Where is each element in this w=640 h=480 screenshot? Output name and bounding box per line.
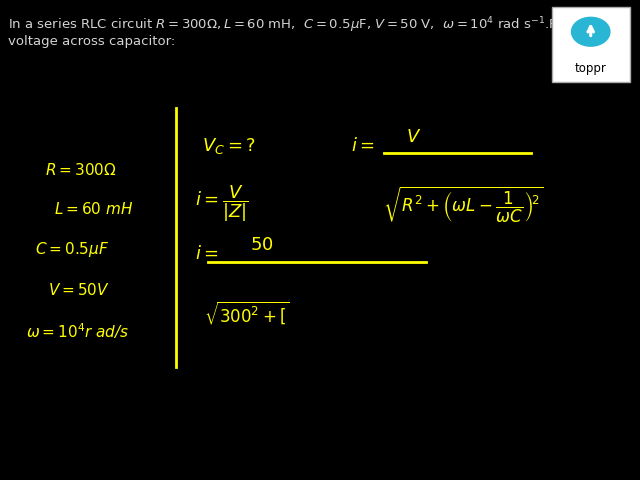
Text: $50$: $50$ [250, 236, 273, 254]
FancyBboxPatch shape [552, 7, 630, 82]
Text: toppr: toppr [575, 62, 607, 75]
Text: $i = $: $i = $ [195, 245, 219, 264]
Text: $C = 0.5\mu$F: $C = 0.5\mu$F [35, 240, 109, 259]
Text: $L = 60$ mH: $L = 60$ mH [54, 201, 134, 217]
Text: $\sqrt{R^2+\left(\omega L - \dfrac{1}{\omega C}\right)^{\!2}}$: $\sqrt{R^2+\left(\omega L - \dfrac{1}{\o… [383, 185, 543, 225]
Text: $i = $: $i = $ [351, 137, 374, 156]
Text: $\sqrt{300^2+[}$: $\sqrt{300^2+[}$ [204, 300, 289, 327]
Text: $R = 300\Omega$: $R = 300\Omega$ [45, 162, 116, 179]
Text: In a series RLC circuit $R = 300\Omega, L = 60$ mH,  $C = 0.5\mu$F, $V = 50$ V, : In a series RLC circuit $R = 300\Omega, … [8, 15, 604, 35]
Circle shape [572, 17, 610, 46]
Text: $i = \dfrac{V}{|Z|}$: $i = \dfrac{V}{|Z|}$ [195, 184, 249, 224]
Text: $V = 50$V: $V = 50$V [48, 282, 110, 299]
Text: $V_C = ?$: $V_C = ?$ [202, 136, 255, 156]
Text: $V$: $V$ [406, 128, 422, 146]
Text: voltage across capacitor:: voltage across capacitor: [8, 35, 175, 48]
Text: $\omega = 10^4r$ ad/s: $\omega = 10^4r$ ad/s [26, 321, 129, 341]
